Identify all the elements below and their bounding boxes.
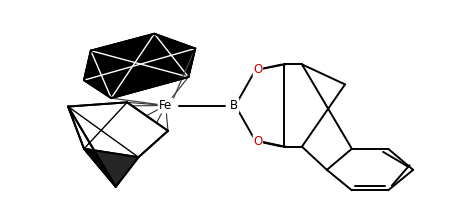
Polygon shape (257, 64, 286, 70)
Text: B: B (230, 99, 238, 112)
Polygon shape (68, 107, 116, 187)
Polygon shape (257, 141, 286, 147)
Text: Fe: Fe (159, 99, 173, 112)
Text: O: O (253, 135, 262, 148)
Text: O: O (253, 63, 262, 76)
Polygon shape (84, 149, 138, 187)
Polygon shape (68, 102, 168, 157)
Polygon shape (84, 34, 195, 98)
